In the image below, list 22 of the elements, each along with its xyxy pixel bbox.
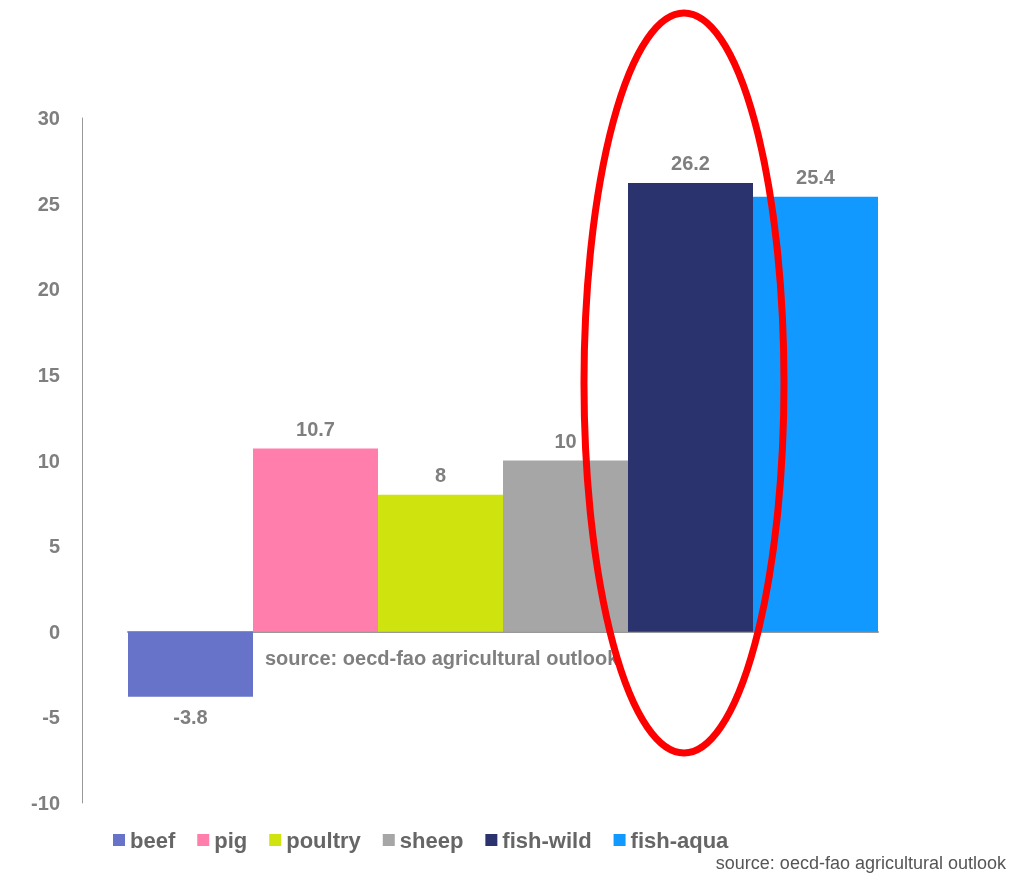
data-label: -3.8 [173,705,208,728]
y-tick-label: 25 [37,192,60,215]
data-label: 10 [554,429,577,452]
data-label: 10.7 [296,417,335,440]
y-tick-label: 15 [37,363,60,386]
y-tick-label: -5 [42,706,60,729]
data-label: 26.2 [671,152,710,175]
legend-label: beef [130,827,176,853]
data-label: 8 [434,463,447,486]
legend-label: sheep [399,827,464,853]
legend-label: fish-aqua [630,827,730,853]
y-tick-label: 5 [48,535,60,558]
y-tick-label: 10 [37,449,60,472]
y-tick-label: -10 [31,792,60,814]
data-label: 25.4 [796,165,836,188]
legend-label: pig [214,827,248,853]
y-tick-label: 30 [37,107,60,129]
legend-label: fish-wild [502,827,592,853]
y-tick-label: 0 [48,620,60,643]
legend-label: poultry [286,827,362,853]
y-tick-label: 20 [37,278,60,301]
source-note: source: oecd-fao agricultural outlook [715,853,1007,873]
